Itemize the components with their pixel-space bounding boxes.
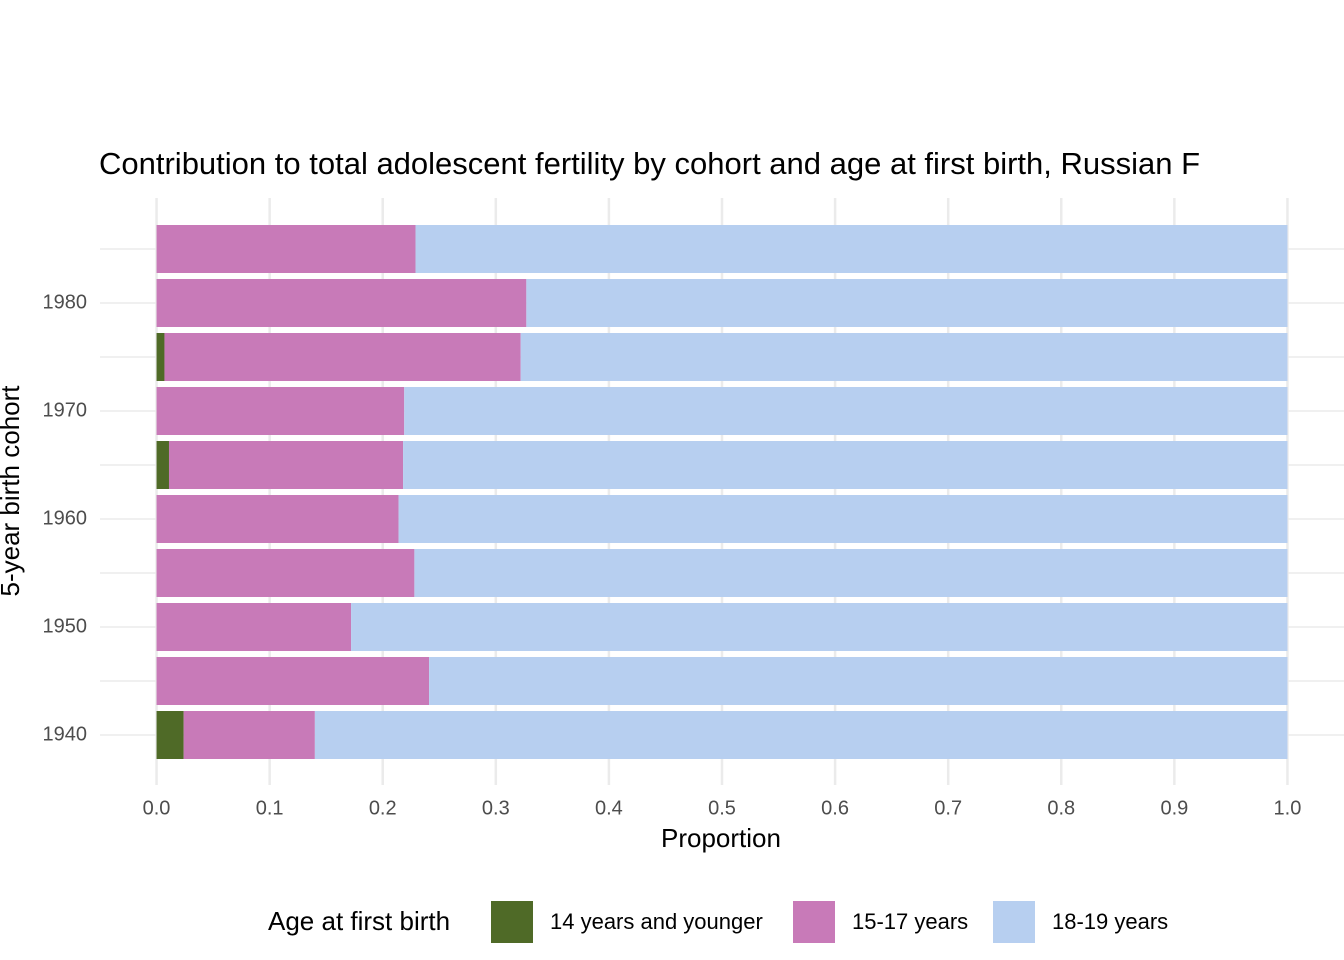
bar-segment (520, 333, 1288, 381)
x-axis-title: Proportion (661, 823, 781, 853)
legend-swatch (793, 901, 835, 943)
bar-segment (164, 333, 521, 381)
bar-segment (156, 657, 430, 705)
bar-segment (403, 441, 1288, 489)
x-tick-label: 0.6 (821, 797, 849, 819)
bar-segment (414, 549, 1288, 597)
legend-title: Age at first birth (268, 906, 450, 936)
x-tick-label: 0.5 (708, 797, 736, 819)
x-tick-label: 0.0 (143, 797, 171, 819)
bar-segment (156, 711, 184, 759)
bar-segment (156, 279, 527, 327)
bar-segment (156, 225, 416, 273)
legend-swatch (993, 901, 1035, 943)
bar-segment (156, 603, 352, 651)
bar-segment (398, 495, 1288, 543)
y-axis-title: 5-year birth cohort (0, 385, 25, 597)
bar-segment (168, 441, 404, 489)
legend-label: 14 years and younger (550, 909, 763, 934)
bar-segment (156, 333, 165, 381)
x-tick-label: 0.1 (256, 797, 284, 819)
bar-segment (351, 603, 1288, 651)
bar-segment (429, 657, 1288, 705)
x-tick-label: 0.9 (1160, 797, 1188, 819)
y-tick-label: 1970 (43, 399, 88, 421)
legend-label: 15-17 years (852, 909, 968, 934)
x-tick-label: 0.8 (1047, 797, 1075, 819)
y-tick-label: 1950 (43, 615, 88, 637)
bar-segment (314, 711, 1288, 759)
y-tick-label: 1940 (43, 723, 88, 745)
x-tick-label: 1.0 (1274, 797, 1302, 819)
bar-segment (404, 387, 1288, 435)
legend-label: 18-19 years (1052, 909, 1168, 934)
y-tick-label: 1980 (43, 291, 88, 313)
bar-segment (183, 711, 315, 759)
bar-segment (156, 387, 405, 435)
bar-segment (526, 279, 1288, 327)
y-tick-label: 1960 (43, 507, 88, 529)
bar-segment (156, 549, 415, 597)
x-tick-label: 0.2 (369, 797, 397, 819)
bar-segment (415, 225, 1288, 273)
x-tick-label: 0.3 (482, 797, 510, 819)
bar-segment (156, 495, 399, 543)
chart-title: Contribution to total adolescent fertili… (99, 146, 1200, 181)
x-tick-label: 0.7 (934, 797, 962, 819)
bar-segment (156, 441, 169, 489)
x-tick-label: 0.4 (595, 797, 623, 819)
legend-swatch (491, 901, 533, 943)
